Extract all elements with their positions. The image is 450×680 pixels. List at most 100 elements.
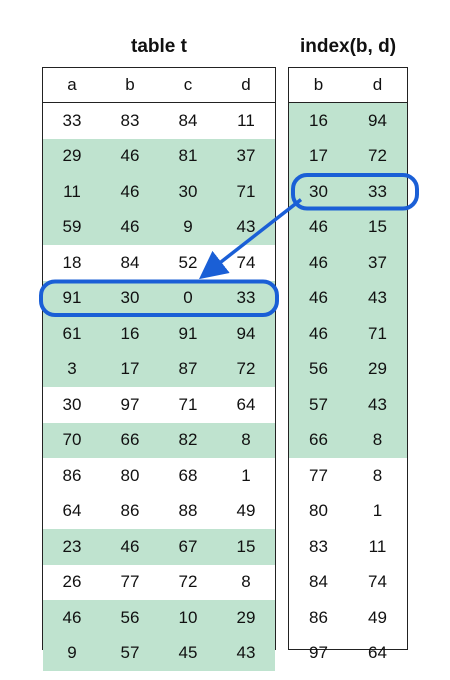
table-cell: 71 bbox=[178, 394, 198, 414]
table-cell: 72 bbox=[178, 572, 198, 592]
index-row: 83 11 bbox=[289, 529, 407, 565]
table-cell: 80 bbox=[309, 501, 328, 521]
table-cell: 71 bbox=[236, 181, 256, 201]
table-cell: 49 bbox=[368, 607, 387, 627]
table-cell: 46 bbox=[120, 217, 140, 237]
index-row: 56 29 bbox=[289, 351, 407, 387]
table-cell: 67 bbox=[178, 536, 198, 556]
table-t-title: table t bbox=[131, 36, 187, 57]
table-cell: 61 bbox=[62, 323, 82, 343]
table-cell: 52 bbox=[178, 252, 198, 272]
table-cell: 43 bbox=[236, 217, 256, 237]
table-t-row: 29 46 81 37 bbox=[43, 138, 275, 174]
table-cell: 82 bbox=[178, 430, 198, 450]
table-cell: 10 bbox=[178, 607, 198, 627]
table-cell: 83 bbox=[120, 110, 140, 130]
table-t-row: 30 97 71 64 bbox=[43, 387, 275, 423]
index-row-highlight bbox=[291, 173, 419, 211]
table-cell: 83 bbox=[309, 536, 328, 556]
index-row: 80 1 bbox=[289, 494, 407, 530]
table-cell: 46 bbox=[309, 252, 328, 272]
table-cell: 43 bbox=[368, 394, 387, 414]
table-cell: 43 bbox=[236, 643, 256, 663]
table-cell: 8 bbox=[241, 430, 251, 450]
table-t-row: 59 46 9 43 bbox=[43, 209, 275, 245]
table-cell: 9 bbox=[183, 217, 193, 237]
index-row: 84 74 bbox=[289, 565, 407, 601]
table-cell: 33 bbox=[62, 110, 82, 130]
table-t-header-row: a b c d bbox=[43, 68, 275, 103]
column-header: d bbox=[241, 75, 251, 94]
table-cell: 11 bbox=[368, 536, 387, 556]
index-row: 86 49 bbox=[289, 600, 407, 636]
table-cell: 29 bbox=[368, 359, 387, 379]
table-cell: 1 bbox=[372, 501, 383, 521]
table-cell: 17 bbox=[309, 146, 328, 166]
table-row-highlight bbox=[39, 279, 279, 317]
column-header: a bbox=[67, 75, 77, 94]
table-t-row: 18 84 52 74 bbox=[43, 245, 275, 281]
table-cell: 71 bbox=[368, 323, 387, 343]
table-cell: 15 bbox=[236, 536, 256, 556]
table-t-row: 33 83 84 11 bbox=[43, 103, 275, 139]
index-row: 46 43 bbox=[289, 280, 407, 316]
table-cell: 46 bbox=[120, 146, 140, 166]
table-cell: 15 bbox=[368, 217, 387, 237]
table-cell: 64 bbox=[62, 501, 82, 521]
table-cell: 46 bbox=[309, 288, 328, 308]
table-cell: 46 bbox=[120, 536, 140, 556]
table-cell: 18 bbox=[62, 252, 82, 272]
table-cell: 29 bbox=[236, 607, 256, 627]
table-cell: 8 bbox=[241, 572, 251, 592]
table-t-row: 9 57 45 43 bbox=[43, 635, 275, 671]
table-t-row: 3 17 87 72 bbox=[43, 351, 275, 387]
table-cell: 8 bbox=[372, 430, 383, 450]
table-cell: 0 bbox=[183, 288, 193, 308]
table-cell: 11 bbox=[63, 181, 81, 201]
table-cell: 84 bbox=[309, 572, 328, 592]
index-row: 30 33 bbox=[289, 174, 407, 210]
table-cell: 64 bbox=[236, 394, 256, 414]
index-table: b d 16 94 17 72 30 33 46 15 46 37 46 43 46 71 56 29 57 43 66… bbox=[288, 67, 408, 662]
table-t-row: 70 66 82 8 bbox=[43, 422, 275, 458]
table-cell: 97 bbox=[309, 643, 328, 663]
table-cell: 30 bbox=[120, 288, 140, 308]
table-cell: 46 bbox=[62, 607, 82, 627]
table-cell: 30 bbox=[178, 181, 198, 201]
table-cell: 72 bbox=[368, 146, 387, 166]
table-cell: 86 bbox=[309, 607, 328, 627]
table-t-row: 91 30 0 33 bbox=[43, 280, 275, 316]
table-cell: 74 bbox=[368, 572, 387, 592]
table-cell: 8 bbox=[372, 465, 383, 485]
table-cell: 66 bbox=[309, 430, 328, 450]
table-cell: 81 bbox=[178, 146, 198, 166]
table-cell: 30 bbox=[309, 181, 328, 201]
table-cell: 45 bbox=[178, 643, 198, 663]
table-cell: 84 bbox=[120, 252, 140, 272]
table-cell: 77 bbox=[309, 465, 328, 485]
table-cell: 16 bbox=[120, 323, 140, 343]
table-cell: 56 bbox=[309, 359, 328, 379]
table-cell: 11 bbox=[237, 110, 255, 130]
index-row: 16 94 bbox=[289, 103, 407, 139]
table-cell: 87 bbox=[178, 359, 198, 379]
index-row: 57 43 bbox=[289, 387, 407, 423]
table-cell: 30 bbox=[62, 394, 82, 414]
table-cell: 74 bbox=[236, 252, 256, 272]
table-cell: 57 bbox=[309, 394, 328, 414]
column-header: b bbox=[125, 75, 135, 94]
table-cell: 70 bbox=[62, 430, 82, 450]
table-cell: 59 bbox=[62, 217, 82, 237]
table-cell: 91 bbox=[62, 288, 82, 308]
table-cell: 64 bbox=[368, 643, 387, 663]
table-cell: 33 bbox=[368, 181, 387, 201]
table-cell: 26 bbox=[62, 572, 82, 592]
column-header: d bbox=[372, 75, 383, 94]
table-cell: 86 bbox=[62, 465, 82, 485]
table-cell: 80 bbox=[120, 465, 140, 485]
column-header: b bbox=[313, 75, 324, 94]
table-cell: 94 bbox=[236, 323, 256, 343]
table-t-row: 46 56 10 29 bbox=[43, 600, 275, 636]
table-cell: 56 bbox=[120, 607, 140, 627]
